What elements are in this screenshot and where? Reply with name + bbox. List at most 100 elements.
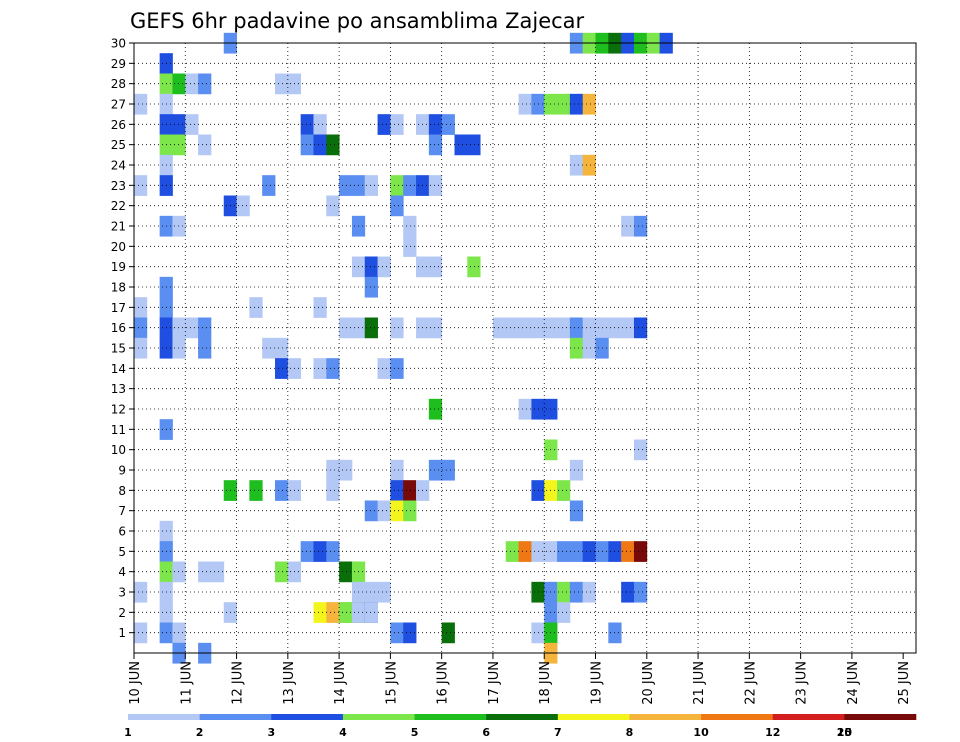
heatmap-cell (467, 134, 481, 156)
x-tick-label: 22 JUN (743, 661, 758, 705)
heatmap-cell (313, 541, 327, 562)
legend-label: 2 (196, 726, 204, 739)
heatmap-cell (377, 358, 391, 379)
heatmap-cells (134, 32, 673, 664)
heatmap-cell (518, 93, 532, 115)
heatmap-cell (364, 500, 378, 522)
heatmap-cell (339, 175, 353, 196)
legend-swatch (486, 714, 559, 720)
heatmap-cell (428, 459, 443, 481)
x-tick-label: 10 JUN (128, 661, 143, 705)
heatmap-cell (377, 114, 391, 135)
y-tick-label: 21 (111, 220, 126, 234)
heatmap-cell (505, 317, 519, 339)
legend-swatch (199, 714, 272, 720)
heatmap-cell (326, 459, 340, 481)
heatmap-cell (198, 337, 212, 359)
heatmap-cell (364, 256, 378, 278)
heatmap-cell (198, 561, 212, 583)
legend-swatch (271, 714, 344, 720)
heatmap-cell (172, 73, 186, 95)
y-tick-label: 8 (118, 484, 126, 498)
y-tick-label: 28 (111, 77, 126, 91)
heatmap-cell (326, 602, 340, 623)
y-tick-label: 26 (111, 118, 126, 132)
heatmap-cell (326, 480, 340, 501)
heatmap-cell (339, 459, 353, 481)
heatmap-cell (134, 317, 148, 339)
heatmap-cell (569, 459, 584, 481)
x-tick-label: 16 JUN (436, 661, 451, 705)
heatmap-cell (403, 175, 417, 196)
heatmap-cell (313, 358, 327, 379)
heatmap-cell (198, 317, 212, 339)
legend-swatch (414, 714, 487, 720)
heatmap-cell (633, 439, 648, 461)
y-tick-label: 20 (111, 240, 126, 254)
heatmap-cell (569, 581, 584, 603)
legend-swatch (128, 714, 200, 720)
heatmap-cell (557, 581, 571, 603)
legend-swatch (772, 714, 845, 720)
legend-label: 20 (837, 726, 853, 739)
x-axis-ticks: 10 JUN 11 JUN 12 JUN 13 JUN 14 JUN 15 JUN 16 J… (128, 653, 912, 705)
dotted-grid (134, 42, 916, 653)
x-tick-label: 13 JUN (282, 661, 297, 705)
heatmap-cell (582, 337, 596, 359)
heatmap-cell (403, 622, 417, 644)
y-tick-label: 30 (111, 37, 126, 51)
heatmap-cell (313, 297, 327, 318)
y-tick-label: 12 (111, 403, 126, 417)
heatmap-cell (582, 581, 596, 603)
heatmap-cell (172, 114, 186, 135)
heatmap-cell (300, 541, 314, 562)
legend-label: 6 (482, 726, 490, 739)
heatmap-cell (134, 622, 148, 644)
heatmap-cell (454, 134, 468, 156)
y-tick-label: 19 (111, 260, 126, 274)
heatmap-cell (633, 541, 648, 562)
y-tick-label: 27 (111, 98, 126, 112)
heatmap-cell (326, 541, 340, 562)
heatmap-cell (390, 500, 404, 522)
heatmap-cell (428, 317, 443, 339)
heatmap-cell (403, 500, 417, 522)
y-tick-label: 13 (111, 382, 126, 396)
heatmap-cell (569, 317, 584, 339)
heatmap-cell (633, 581, 648, 603)
heatmap-cell (262, 337, 276, 359)
y-tick-label: 22 (111, 199, 126, 213)
x-tick-label: 23 JUN (795, 661, 810, 705)
heatmap-cell (428, 175, 443, 196)
legend-label: 12 (765, 726, 780, 739)
heatmap-cell (172, 561, 186, 583)
heatmap-cell (569, 500, 584, 522)
heatmap-cell (390, 622, 404, 644)
heatmap-cell (172, 622, 186, 644)
heatmap-cell (172, 215, 186, 237)
heatmap-cell (582, 317, 596, 339)
heatmap-cell (364, 602, 378, 623)
heatmap-cell (275, 358, 289, 379)
heatmap-cell (582, 541, 596, 562)
legend-swatch (844, 714, 917, 720)
heatmap-cell (339, 561, 353, 583)
heatmap-cell (467, 256, 481, 278)
heatmap-cell (403, 215, 417, 237)
y-tick-label: 3 (118, 586, 126, 600)
heatmap-cell (518, 398, 532, 420)
legend-swatch (629, 714, 702, 720)
heatmap-cell (518, 541, 532, 562)
heatmap-cell (364, 317, 378, 339)
legend-swatch (557, 714, 630, 720)
heatmap-cell (492, 317, 507, 339)
heatmap-cell (621, 215, 635, 237)
heatmap-cell (428, 134, 443, 156)
legend-label: 5 (411, 726, 419, 739)
heatmap-cell (633, 215, 648, 237)
heatmap-cell (441, 622, 455, 644)
heatmap-cell (557, 541, 571, 562)
heatmap-cell (390, 358, 404, 379)
heatmap-cell (377, 500, 391, 522)
